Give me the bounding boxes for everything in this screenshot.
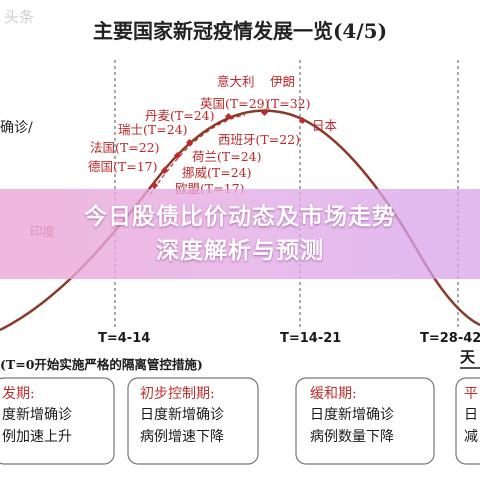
label-connector	[149, 114, 246, 196]
time-axis: T=4-14 T=14-21 T=28-42	[98, 331, 480, 346]
phase-1-line1: 度新增确诊	[2, 407, 72, 423]
phase-4-line2: 减	[464, 429, 478, 445]
label-italy: 意大利	[217, 74, 255, 89]
phase-1-title: 发期:	[2, 386, 35, 402]
axis-label-t2: T=14-21	[280, 331, 341, 346]
label-france: 法国(T=22)	[90, 140, 159, 155]
marker-switzerland	[173, 151, 182, 160]
headline-banner[interactable]: 今日股债比价动态及市场走势 深度解析与预测	[0, 189, 480, 279]
phase-4-line1: 日	[464, 407, 478, 423]
marker-iran	[260, 108, 269, 117]
phase-2-line2: 病例增速下降	[140, 429, 224, 445]
phase-boxes	[0, 377, 480, 465]
marker-germany	[150, 181, 159, 190]
watermark: 头条	[4, 8, 34, 26]
phase-box-3	[295, 377, 435, 465]
phase-texts: 发期: 度新增确诊 例加速上升 初步控制期: 日度新增确诊 病例增速下降 缓和期…	[2, 385, 478, 445]
phase-2-line1: 日度新增确诊	[140, 407, 224, 423]
left-cut-label: 确诊/	[0, 120, 33, 136]
phase-3-line1: 日度新增确诊	[310, 407, 394, 423]
label-iran-t: (T=32)	[266, 96, 310, 111]
axis-label-t1: T=4-14	[98, 331, 150, 346]
marker-denmark	[185, 138, 194, 147]
label-switzerland: 瑞士(T=24)	[118, 122, 187, 137]
label-germany: 德国(T=17)	[88, 159, 157, 174]
label-uk: 英国(T=29)	[200, 96, 269, 111]
marker-france	[160, 166, 169, 175]
label-iran: 伊朗	[270, 74, 295, 89]
banner-line-1: 今日股债比价动态及市场走势	[84, 204, 396, 230]
phase-4-title: 平	[464, 386, 478, 402]
marker-uk	[224, 112, 233, 121]
phase-3-line2: 病例数量下降	[310, 429, 394, 445]
phase-1-line2: 例加速上升	[2, 429, 72, 445]
phase-3-title: 缓和期:	[310, 386, 357, 402]
label-denmark: 丹麦(T=24)	[145, 108, 214, 123]
phase-box-2	[127, 377, 259, 465]
marker-japan	[298, 116, 307, 125]
country-markers	[150, 108, 307, 190]
right-partial-header: 天	[460, 348, 476, 366]
label-netherlands: 荷兰(T=24)	[192, 149, 261, 164]
phase-box-1	[0, 377, 115, 465]
label-japan: 日本	[312, 118, 338, 133]
phase-2-title: 初步控制期:	[140, 385, 215, 402]
note-text: (T=0开始实施严格的隔离管控措施)	[0, 357, 203, 372]
label-spain: 西班牙(T=22)	[218, 132, 300, 147]
label-norway: 挪威(T=24)	[182, 165, 251, 180]
page-title: 主要国家新冠疫情发展一览(4/5)	[93, 19, 387, 43]
phase-box-4	[455, 377, 480, 465]
banner-line-2: 深度解析与预测	[156, 238, 324, 264]
axis-label-t3: T=28-42	[420, 331, 480, 346]
